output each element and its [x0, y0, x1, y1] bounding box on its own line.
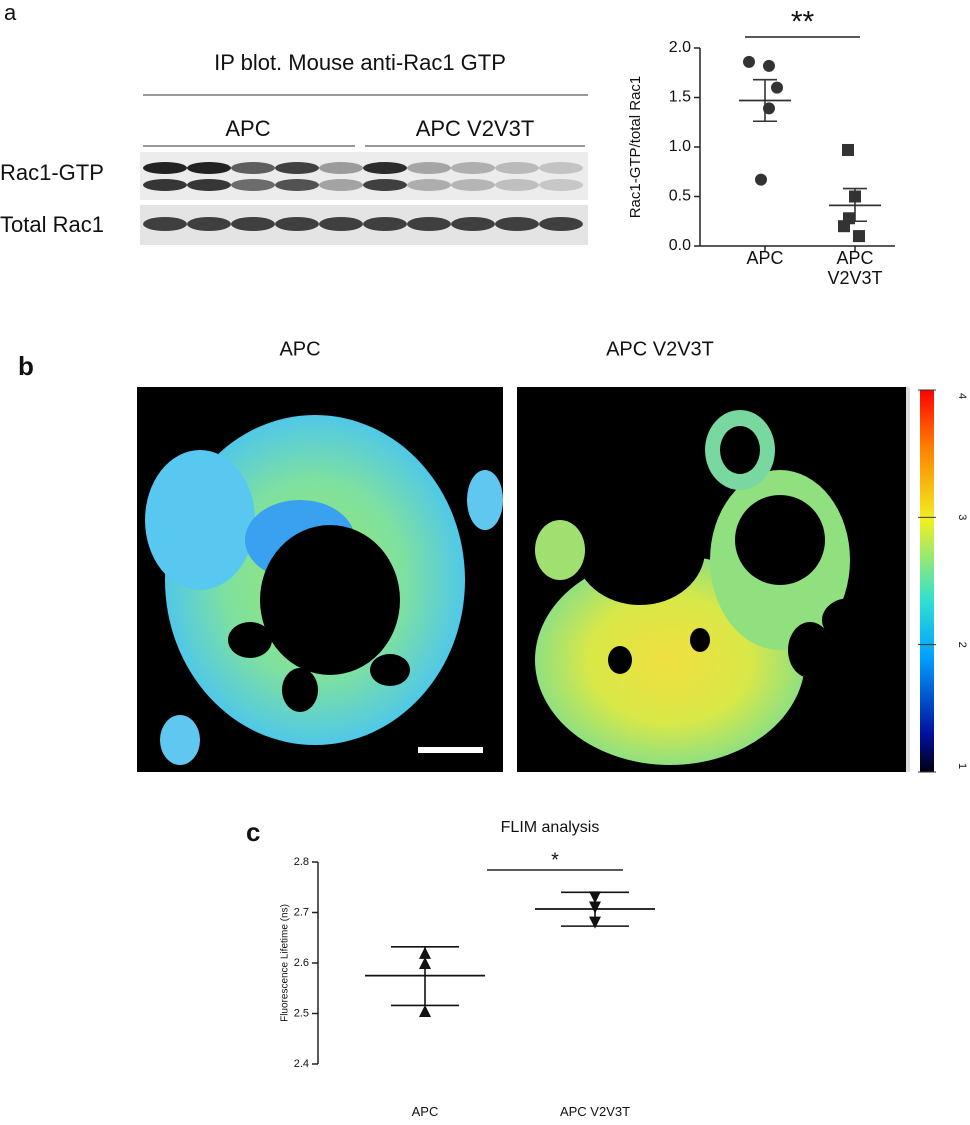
blot-band — [363, 179, 407, 191]
y-tick-label: 2.7 — [294, 906, 309, 918]
blot-bands — [143, 162, 583, 231]
data-point — [419, 1004, 431, 1017]
blot-band — [407, 162, 451, 174]
colorbar-tick-label: 4 — [956, 393, 968, 399]
y-tick-label: 0.0 — [669, 237, 691, 254]
y-tick-label: 1.5 — [669, 89, 691, 106]
blot-band — [275, 217, 319, 231]
colorbar — [920, 390, 934, 772]
blot-band — [275, 162, 319, 174]
data-point — [763, 59, 775, 72]
x-tick-label: APC — [411, 1104, 439, 1119]
y-tick-label: 2.8 — [294, 856, 309, 868]
blot-band — [231, 162, 275, 174]
y-axis-label: Rac1-GTP/total Rac1 — [627, 76, 644, 219]
blot-band — [363, 217, 407, 231]
chart-title: FLIM analysis — [501, 819, 600, 836]
data-point — [755, 173, 767, 186]
blot-band — [187, 162, 231, 174]
y-tick-label: 2.0 — [669, 39, 691, 56]
y-tick-label: 2.4 — [294, 1058, 309, 1070]
blot-band — [363, 162, 407, 174]
colorbar-tick-label: 1 — [956, 763, 968, 769]
y-axis-label: Fluorescence Lifetime (ns) — [280, 904, 291, 1022]
blot-band — [495, 179, 539, 191]
blot-band — [451, 162, 495, 174]
blot-band — [495, 162, 539, 174]
x-tick-label: APC V2V3T — [827, 248, 883, 288]
colorbar-tick-label: 3 — [956, 514, 968, 520]
data-point — [853, 230, 865, 243]
blot-band — [143, 162, 187, 174]
panel-label: b — [18, 351, 34, 381]
blot-group: APC V2V3T — [416, 116, 535, 141]
colorbar-frame — [906, 387, 910, 772]
panel-label: a — [4, 0, 17, 25]
blot-band — [495, 217, 539, 231]
data-point — [771, 81, 783, 94]
data-point — [763, 102, 775, 115]
blot-band — [187, 179, 231, 191]
x-tick-label: APC V2V3T — [559, 1104, 631, 1119]
blot-band — [539, 217, 583, 231]
colorbar-tick-label: 2 — [956, 642, 968, 648]
y-tick-label: 2.5 — [294, 1007, 309, 1019]
y-tick-label: 2.6 — [294, 957, 309, 969]
y-tick-label: 1.0 — [669, 138, 691, 155]
panel-label: c — [246, 817, 260, 847]
significance: * — [551, 849, 559, 871]
blot-band — [407, 179, 451, 191]
data-point — [743, 55, 755, 68]
data-point — [842, 143, 854, 156]
blot-band — [275, 179, 319, 191]
blot-row: Rac1-GTP — [0, 160, 104, 185]
cell-v2v3t — [535, 410, 878, 765]
blot-band — [143, 179, 187, 191]
image-title: APC — [279, 338, 320, 360]
blot-band — [231, 217, 275, 231]
significance: ** — [791, 5, 815, 38]
image-title: APC V2V3T — [606, 338, 714, 360]
blot-band — [319, 162, 363, 174]
blot-band — [319, 179, 363, 191]
blot-band — [231, 179, 275, 191]
y-tick-label: 0.5 — [669, 188, 691, 205]
blot-band — [319, 217, 363, 231]
blot-band — [143, 217, 187, 231]
blot-band — [451, 179, 495, 191]
blot-band — [407, 217, 451, 231]
blot-band — [539, 179, 583, 191]
blot-strip — [140, 152, 588, 200]
cell-apc — [145, 415, 503, 765]
blot-group: APC — [225, 116, 270, 141]
blot-band — [539, 162, 583, 174]
blot-title: IP blot. Mouse anti-Rac1 GTP — [214, 50, 506, 75]
blot-band — [187, 217, 231, 231]
blot-row: Total Rac1 — [0, 212, 104, 237]
data-point — [838, 220, 850, 233]
x-tick-label: APC — [746, 248, 784, 268]
blot-band — [451, 217, 495, 231]
